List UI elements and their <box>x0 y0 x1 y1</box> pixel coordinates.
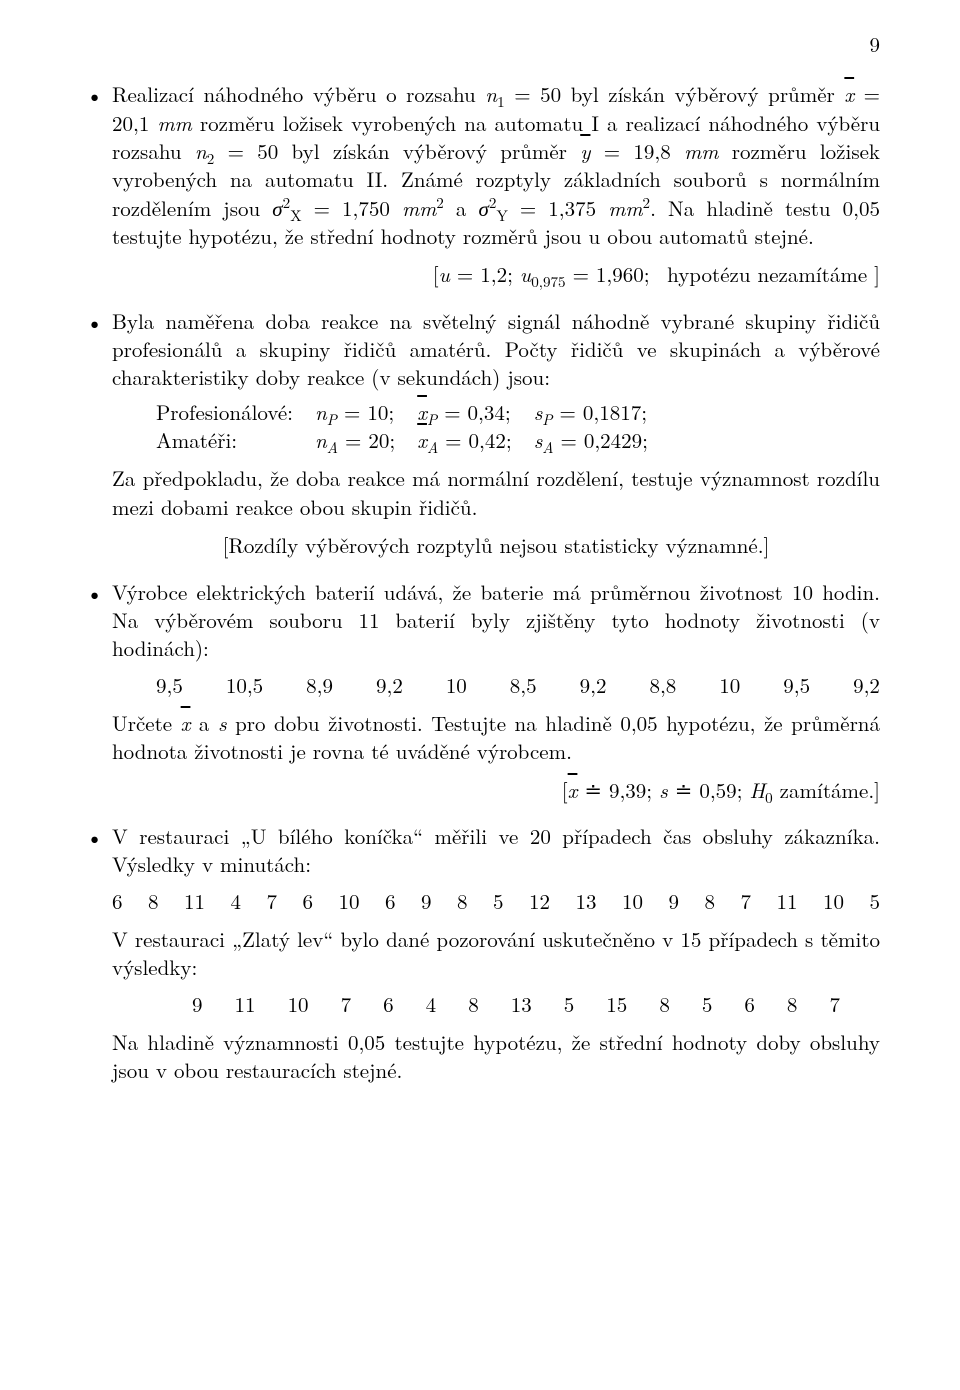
table-cell: nP = 10; <box>315 398 417 426</box>
value: 13 <box>511 990 532 1018</box>
problem-4-intro: V restauraci „U bílého koníčka“ měřili v… <box>112 822 880 879</box>
problem-3-intro: Výrobce elektrických baterií udává, že b… <box>112 578 880 663</box>
table-row: Profesionálové: nP = 10; xP = 0,34; sP =… <box>156 398 670 426</box>
value: 6 <box>383 990 394 1018</box>
problem-2-table: Profesionálové: nP = 10; xP = 0,34; sP =… <box>156 398 670 455</box>
value: 8,8 <box>649 671 676 699</box>
value: 10 <box>823 887 844 915</box>
problem-4-values-1: 6 8 11 4 7 6 10 6 9 8 5 12 13 10 9 8 7 1… <box>112 887 880 915</box>
value: 9 <box>192 990 203 1018</box>
value: 9,5 <box>783 671 810 699</box>
table-cell: sA = 0,2429; <box>534 426 670 454</box>
problem-list: Realizací náhodného výběru o rozsahu n1 … <box>80 80 880 1084</box>
problem-1: Realizací náhodného výběru o rozsahu n1 … <box>80 80 880 288</box>
value: 5 <box>564 990 575 1018</box>
value: 6 <box>112 887 123 915</box>
value: 8,5 <box>510 671 537 699</box>
value: 4 <box>426 990 437 1018</box>
value: 5 <box>493 887 504 915</box>
value: 7 <box>741 887 752 915</box>
value: 13 <box>576 887 597 915</box>
value: 8 <box>659 990 670 1018</box>
problem-2-tail: Za předpokladu, že doba reakce má normál… <box>112 464 880 521</box>
page-number: 9 <box>80 30 880 58</box>
problem-1-answer: [u = 1,2; u0,975 = 1,960; hypotézu nezam… <box>112 260 880 288</box>
table-cell: xP = 0,34; <box>417 398 533 426</box>
table-cell: xA = 0,42; <box>417 426 533 454</box>
problem-2-intro: Byla naměřena doba reakce na světelný si… <box>112 307 880 392</box>
problem-3-values: 9,5 10,5 8,9 9,2 10 8,5 9,2 8,8 10 9,5 9… <box>156 671 880 699</box>
value: 10 <box>622 887 643 915</box>
value: 9,2 <box>853 671 880 699</box>
value: 11 <box>777 887 798 915</box>
value: 9,5 <box>156 671 183 699</box>
table-cell: sP = 0,1817; <box>534 398 670 426</box>
value: 9 <box>421 887 432 915</box>
table-cell: nA = 20; <box>315 426 417 454</box>
problem-4-tail: Na hladině významnosti 0,05 testujte hyp… <box>112 1028 880 1085</box>
problem-1-text: Realizací náhodného výběru o rozsahu n1 … <box>112 80 880 250</box>
value: 10 <box>288 990 309 1018</box>
value: 6 <box>744 990 755 1018</box>
value: 10,5 <box>226 671 263 699</box>
value: 10 <box>339 887 360 915</box>
problem-4: V restauraci „U bílého koníčka“ měřili v… <box>80 822 880 1085</box>
problem-3-answer: [x ≐ 9,39; s ≐ 0,59; H0 zamítáme.] <box>112 776 880 804</box>
table-row: Amatéři: nA = 20; xA = 0,42; sA = 0,2429… <box>156 426 670 454</box>
value: 11 <box>235 990 256 1018</box>
table-cell: Amatéři: <box>156 426 315 454</box>
value: 6 <box>303 887 314 915</box>
problem-4-values-2: 9 11 10 7 6 4 8 13 5 15 8 5 6 8 7 <box>192 990 840 1018</box>
value: 7 <box>267 887 278 915</box>
value: 9,2 <box>580 671 607 699</box>
value: 10 <box>446 671 467 699</box>
value: 8 <box>705 887 716 915</box>
value: 15 <box>606 990 627 1018</box>
value: 9 <box>669 887 680 915</box>
problem-3-tail: Určete x a s pro dobu životnosti. Testuj… <box>112 709 880 766</box>
value: 12 <box>529 887 550 915</box>
value: 7 <box>829 990 840 1018</box>
value: 8 <box>457 887 468 915</box>
value: 5 <box>870 887 881 915</box>
value: 8,9 <box>306 671 333 699</box>
value: 9,2 <box>376 671 403 699</box>
value: 7 <box>341 990 352 1018</box>
table-cell: Profesionálové: <box>156 398 315 426</box>
value: 6 <box>385 887 396 915</box>
value: 5 <box>702 990 713 1018</box>
problem-3: Výrobce elektrických baterií udává, že b… <box>80 578 880 804</box>
value: 8 <box>148 887 159 915</box>
problem-2: Byla naměřena doba reakce na světelný si… <box>80 307 880 560</box>
value: 10 <box>719 671 740 699</box>
value: 11 <box>184 887 205 915</box>
value: 8 <box>787 990 798 1018</box>
value: 8 <box>468 990 479 1018</box>
problem-4-mid: V restauraci „Zlatý lev“ bylo dané pozor… <box>112 925 880 982</box>
value: 4 <box>231 887 242 915</box>
problem-2-answer: [Rozdíly výběrových rozptylů nejsou stat… <box>112 531 880 559</box>
